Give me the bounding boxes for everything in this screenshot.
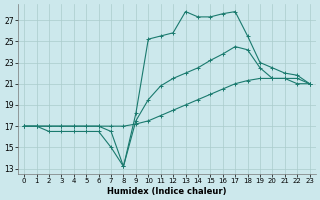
- X-axis label: Humidex (Indice chaleur): Humidex (Indice chaleur): [107, 187, 227, 196]
